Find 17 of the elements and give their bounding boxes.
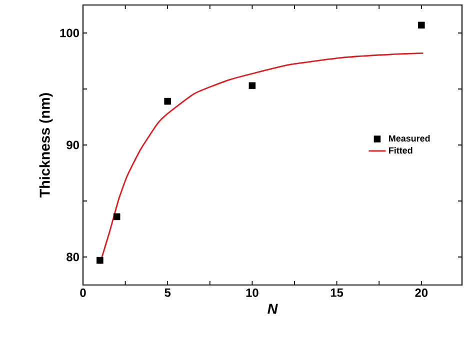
x-tick-label: 10 bbox=[246, 288, 258, 297]
point bbox=[248, 82, 256, 90]
y-tick-label: 100 bbox=[60, 28, 79, 38]
y-tick-label: 90 bbox=[66, 140, 79, 150]
point bbox=[164, 98, 171, 105]
y-tick-label: 80 bbox=[66, 252, 79, 262]
legend-label: Fitted bbox=[389, 146, 412, 154]
legend-label: Measured bbox=[389, 135, 430, 142]
x-tick-label: 20 bbox=[415, 288, 428, 297]
y-axis-title: Thickness (nm) bbox=[39, 93, 53, 198]
point bbox=[418, 22, 425, 29]
x-axis-title: N bbox=[268, 304, 278, 314]
point bbox=[113, 213, 120, 220]
x-tick-label: 0 bbox=[80, 288, 86, 297]
x-tick-label: 5 bbox=[164, 288, 171, 297]
point bbox=[96, 256, 104, 264]
x-tick-label: 15 bbox=[330, 288, 344, 297]
